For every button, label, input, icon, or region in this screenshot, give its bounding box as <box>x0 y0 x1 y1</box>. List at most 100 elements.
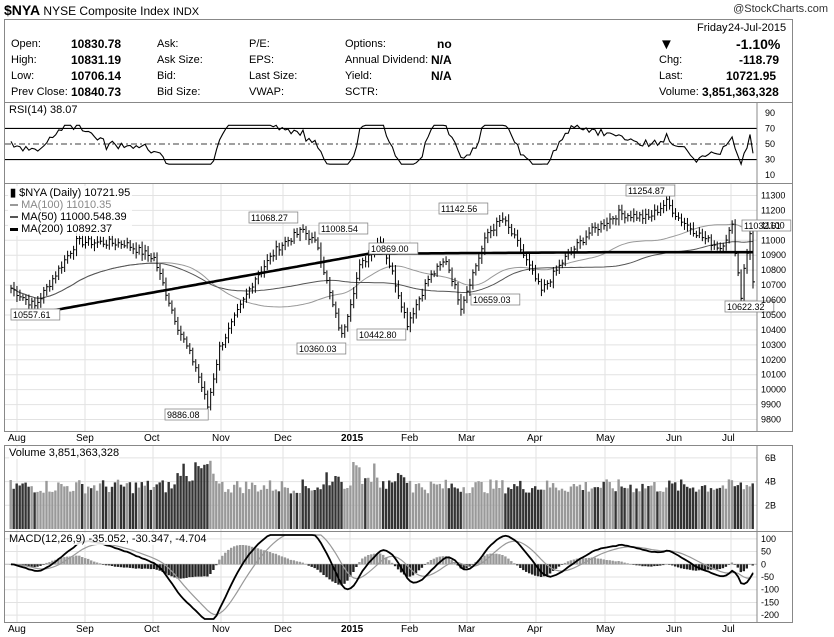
volume-bar <box>626 488 629 529</box>
ma50-legend: MA(50) 11000.548.39 <box>10 211 130 223</box>
volume-bar <box>593 487 596 529</box>
macd-histogram-bar <box>212 564 215 570</box>
annotation-box <box>10 308 61 321</box>
price-annotations: 10557.61 9886.08 11068.27 10360.03 11008.54 1… <box>10 184 792 421</box>
volume-bar <box>346 488 349 529</box>
volume-bar <box>748 486 751 529</box>
annotation-label: 10622.32 <box>727 302 765 312</box>
volume-bar <box>146 480 149 529</box>
macd-histogram-bar <box>390 562 394 565</box>
macd-histogram-bar <box>745 564 748 569</box>
macd-histogram-bar <box>295 561 298 565</box>
macd-histogram-bar <box>310 564 313 567</box>
volume-bar <box>668 480 671 529</box>
pe-label: P/E: <box>249 38 270 50</box>
macd-histogram-bar <box>554 564 558 569</box>
bid-size-label: Bid Size: <box>157 86 201 98</box>
macd-histogram-bar <box>581 558 585 565</box>
macd-histogram-bar <box>230 547 233 565</box>
last-size-label: Last Size: <box>249 70 298 82</box>
volume-bar <box>209 460 212 529</box>
macd-histogram-bar <box>27 564 30 568</box>
macd-histogram-bar <box>593 557 596 565</box>
volume-bar <box>182 463 185 529</box>
macd-histogram-bar <box>691 564 695 571</box>
volume-bar <box>15 483 18 529</box>
volume-bar <box>122 486 126 529</box>
vwap-label: VWAP: <box>249 86 285 98</box>
annotation-label: 11008.54 <box>321 224 358 234</box>
volume-bar <box>262 485 266 529</box>
macd-histogram-bar <box>286 558 289 565</box>
volume-bar <box>468 493 471 529</box>
macd-histogram-bar <box>131 564 135 569</box>
volume-bar <box>620 486 623 529</box>
macd-histogram-bar <box>51 560 54 565</box>
macd-histogram-bar <box>647 564 650 567</box>
annotation-label: 11254.87 <box>628 186 665 196</box>
volume-bar <box>602 481 605 529</box>
macd-histogram-bar <box>30 564 33 567</box>
macd-histogram-bar <box>423 564 427 565</box>
macd-histogram-bar <box>176 564 179 579</box>
macd-histogram-bar <box>590 557 593 565</box>
volume-bar <box>575 486 579 529</box>
macd-histogram-bar <box>444 556 447 565</box>
macd-histogram-bar <box>504 556 507 565</box>
macd-histogram-bar <box>361 558 364 565</box>
price-tick-label: 10100 <box>761 370 786 380</box>
volume-bar <box>385 488 388 529</box>
macd-histogram-bar <box>480 557 483 565</box>
volume-bar <box>233 484 236 529</box>
macd-histogram-bar <box>191 564 194 578</box>
macd-histogram-bar <box>182 564 185 579</box>
macd-histogram-bar <box>531 564 534 575</box>
macd-histogram-bar <box>250 546 254 565</box>
x-axis-label: May <box>596 624 615 635</box>
volume-bar <box>84 493 87 529</box>
x-axis-label: Jul <box>722 624 735 635</box>
macd-histogram-bar <box>319 564 322 573</box>
quote-panel: Open: 10830.78 High: 10831.19 Low: 10706… <box>4 19 793 104</box>
volume-bar <box>75 482 78 529</box>
x-axis-label: Nov <box>212 624 230 635</box>
macd-histogram-bar <box>122 564 126 568</box>
price-tick-label: 10700 <box>761 280 786 290</box>
volume-bar <box>295 492 298 529</box>
volume-bar <box>18 485 21 529</box>
macd-histogram-bar <box>274 553 278 565</box>
rsi-label: RSI(14) 38.07 <box>9 104 78 116</box>
volume-bar <box>513 484 516 529</box>
volume-bar <box>364 478 367 529</box>
volume-bar <box>739 482 742 529</box>
volume-bar <box>152 487 155 529</box>
macd-histogram-bar <box>218 559 221 565</box>
annotation-box <box>318 222 369 235</box>
volume-bar <box>200 468 203 529</box>
volume-bar <box>569 486 573 529</box>
price-tick-label: 11100 <box>761 220 785 230</box>
volume-bar <box>638 491 641 529</box>
trade-day: Friday <box>697 22 728 34</box>
macd-histogram-bar <box>128 564 132 568</box>
volume-bar <box>36 491 39 529</box>
annotation-box <box>356 328 407 341</box>
annotation-label: 10869.00 <box>371 244 409 254</box>
macd-histogram-bar <box>161 564 164 572</box>
volume-bar <box>414 484 418 529</box>
macd-histogram-bar <box>87 558 90 565</box>
macd-tick-label: -50 <box>761 572 774 582</box>
macd-histogram-bar <box>736 564 739 568</box>
volume-bar <box>352 462 355 529</box>
macd-histogram-bar <box>724 564 728 567</box>
macd-label: MACD(12,26,9) -35.052, -30.347, -4.704 <box>9 533 207 545</box>
volume-bar <box>63 486 66 529</box>
macd-histogram-bar <box>167 564 170 576</box>
volume-bar <box>253 485 257 529</box>
macd-histogram-bar <box>355 564 358 567</box>
high-label: High: <box>11 54 37 66</box>
x-axis-label: Oct <box>144 624 160 635</box>
volume-bar <box>289 493 292 529</box>
macd-histogram-bar <box>510 561 513 565</box>
macd-histogram-bar <box>358 562 361 565</box>
